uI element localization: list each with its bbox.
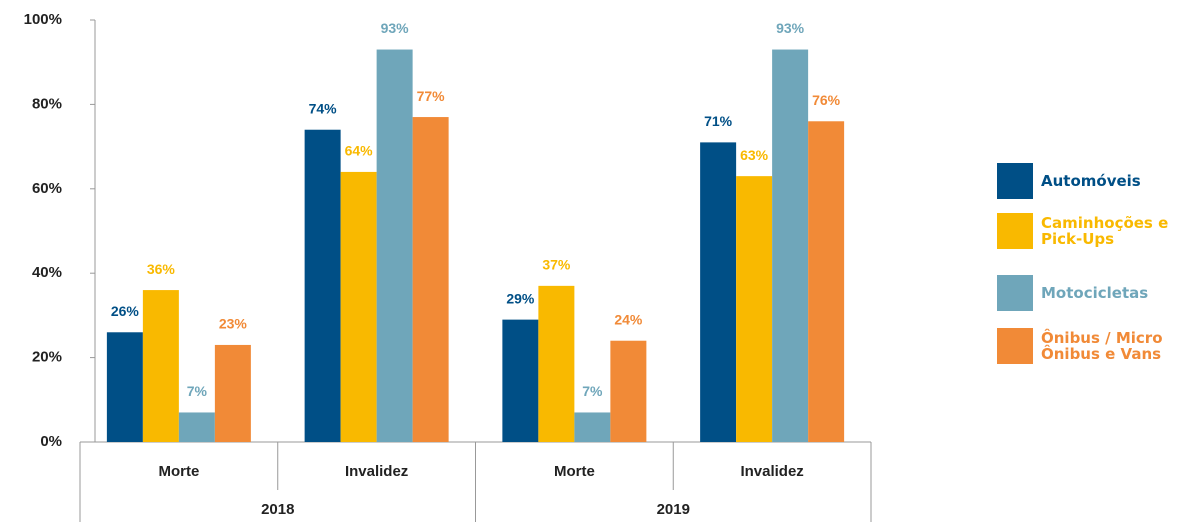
bar xyxy=(106,332,143,442)
x-tick-label: Morte xyxy=(554,463,595,480)
value-label: 93% xyxy=(381,20,410,36)
bar xyxy=(376,49,413,442)
value-label: 7% xyxy=(582,383,603,399)
legend-label: Ônibus / Micro Ônibus e Vans xyxy=(1041,329,1163,363)
bar xyxy=(304,129,341,442)
value-label: 29% xyxy=(506,290,535,306)
bar xyxy=(538,285,575,442)
bar xyxy=(178,412,215,442)
legend-swatch xyxy=(997,163,1033,199)
value-label: 71% xyxy=(704,113,733,129)
legend-label: Caminhoções e Pick-Ups xyxy=(1041,214,1169,248)
value-label: 77% xyxy=(417,88,446,104)
x-tick-label: Invalidez xyxy=(740,463,803,480)
legend-item: Caminhoções e Pick-Ups xyxy=(997,213,1184,249)
bar xyxy=(574,412,611,442)
y-tick-label: 0% xyxy=(40,433,62,450)
y-tick-label: 60% xyxy=(32,180,62,197)
value-label: 74% xyxy=(309,100,338,116)
group-label: 2019 xyxy=(657,501,690,518)
y-tick-label: 80% xyxy=(32,95,62,112)
value-label: 26% xyxy=(111,303,140,319)
bar xyxy=(808,121,845,442)
bar xyxy=(142,290,179,442)
y-tick-label: 20% xyxy=(32,349,62,366)
legend-swatch xyxy=(997,213,1033,249)
value-label: 93% xyxy=(776,20,805,36)
bar xyxy=(736,176,773,442)
value-label: 76% xyxy=(812,92,841,108)
bar xyxy=(772,49,809,442)
legend-item: Motocicletas xyxy=(997,275,1184,311)
y-tick-label: 40% xyxy=(32,264,62,281)
value-label: 63% xyxy=(740,147,769,163)
legend-swatch xyxy=(997,328,1033,364)
legend-label: Motocicletas xyxy=(1041,284,1149,302)
value-label: 7% xyxy=(187,383,208,399)
value-label: 23% xyxy=(219,316,248,332)
bar xyxy=(340,171,377,443)
bar xyxy=(610,340,647,442)
value-label: 64% xyxy=(345,143,374,159)
legend-swatch xyxy=(997,275,1033,311)
value-label: 36% xyxy=(147,261,176,277)
value-label: 24% xyxy=(614,311,643,327)
y-tick-label: 100% xyxy=(24,11,62,28)
bar xyxy=(214,344,251,442)
group-label: 2018 xyxy=(261,501,294,518)
legend-item: Automóveis xyxy=(997,163,1184,199)
x-tick-label: Morte xyxy=(158,463,199,480)
value-label: 37% xyxy=(542,257,571,273)
x-tick-label: Invalidez xyxy=(345,463,408,480)
legend-item: Ônibus / Micro Ônibus e Vans xyxy=(997,328,1184,364)
bar xyxy=(502,319,539,442)
bar xyxy=(700,142,737,442)
bar xyxy=(412,117,449,442)
legend-label: Automóveis xyxy=(1041,172,1141,190)
